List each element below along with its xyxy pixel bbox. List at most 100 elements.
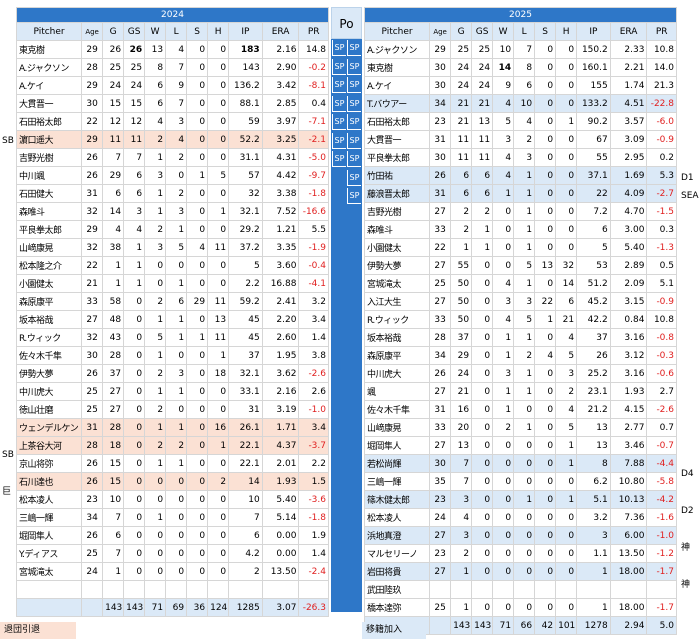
col-l: L: [513, 22, 536, 41]
holds-cell: 0: [207, 220, 230, 239]
pitching-runs-cell: -0.4: [298, 256, 329, 275]
sp-tag: SP: [332, 77, 346, 93]
innings-pitched-cell: 3.2: [576, 508, 611, 527]
age-cell: 29: [81, 220, 104, 239]
saves-cell: 0: [186, 400, 209, 419]
era-cell: 2.90: [261, 58, 300, 77]
games-started-cell: 1: [471, 238, 494, 257]
table-row: 坂本裕哉 27 48 0 1 1 0 13 45 2.20 3.4: [15, 310, 329, 329]
innings-pitched-cell: 37: [228, 346, 263, 365]
games-started-cell: 0: [123, 382, 146, 401]
era-cell: 18.00: [609, 598, 648, 617]
saves-cell: 0: [186, 364, 209, 383]
losses-cell: 0: [513, 544, 536, 563]
table-row: ウェンデルケン 31 28 0 1 1 0 16 26.1 1.71 3.4: [15, 418, 329, 437]
col-pitcher: Pitcher: [15, 22, 83, 41]
games-cell: 6: [450, 166, 473, 185]
wins-cell: 0: [144, 526, 167, 545]
col-age: Age: [81, 22, 104, 41]
saves-cell: 0: [534, 472, 557, 491]
col-ip: IP: [228, 22, 263, 41]
saves-cell: 0: [534, 184, 557, 203]
table-row: 宮城滝太 24 1 0 0 0 0 0 2 13.50 -2.4: [15, 562, 329, 581]
innings-pitched-cell: 57: [228, 166, 263, 185]
holds-cell: 0: [555, 94, 578, 113]
total-age-cell: [81, 598, 104, 617]
age-cell: 34: [81, 508, 104, 527]
wins-cell: 1: [492, 400, 515, 419]
games-started-cell: 0: [471, 598, 494, 617]
pitching-runs-cell: 1.4: [298, 544, 329, 563]
innings-pitched-cell: 13: [576, 418, 611, 437]
losses-cell: 0: [513, 562, 536, 581]
wins-cell: 4: [144, 112, 167, 131]
saves-cell: 0: [186, 310, 209, 329]
pitching-runs-cell: -1.7: [646, 562, 677, 581]
innings-pitched-cell: 26: [576, 346, 611, 365]
games-cell: 21: [450, 94, 473, 113]
innings-pitched-cell: 25.2: [576, 364, 611, 383]
age-cell: 23: [81, 490, 104, 509]
saves-cell: 0: [186, 472, 209, 491]
games-started-cell: 6: [471, 166, 494, 185]
pitcher-name-cell: 佐々木千隼: [15, 346, 83, 365]
holds-cell: 0: [555, 148, 578, 167]
games-cell: 7: [102, 508, 125, 527]
saves-cell: 4: [186, 238, 209, 257]
pitching-runs-cell: -0.8: [646, 328, 677, 347]
age-cell: 29: [429, 40, 452, 59]
sp-tag: SP: [347, 77, 361, 93]
games-started-cell: 0: [471, 472, 494, 491]
sp-tag: SP: [347, 169, 361, 186]
saves-cell: 0: [186, 346, 209, 365]
games-started-cell: 0: [471, 346, 494, 365]
wins-cell: 0: [144, 544, 167, 563]
holds-cell: 0: [555, 166, 578, 185]
pitching-runs-cell: -6.0: [646, 112, 677, 131]
innings-pitched-cell: 7: [228, 508, 263, 527]
pitching-runs-cell: -1.9: [298, 238, 329, 257]
innings-pitched-cell: 6: [228, 526, 263, 545]
pitcher-name-cell: 松本凌人: [363, 508, 431, 527]
saves-cell: 0: [534, 418, 557, 437]
position-column: Po SP SP SP SP SP SP SP SP SP SP SP SP SP SP SP SP: [331, 7, 362, 612]
era-cell: 3.19: [261, 400, 300, 419]
age-cell: 26: [81, 454, 104, 473]
holds-cell: 0: [555, 526, 578, 545]
games-started-cell: 0: [123, 346, 146, 365]
games-started-cell: 2: [471, 202, 494, 221]
games-cell: 4: [102, 220, 125, 239]
holds-cell: 0: [555, 76, 578, 95]
table-row: 平良拳太郎 29 4 4 2 1 0 0 29.2 1.21 5.5: [15, 220, 329, 239]
games-cell: 50: [450, 292, 473, 311]
pitching-table-2024: 2024 Pitcher Age G GS W L S H IP ERA PR …: [15, 7, 329, 617]
pitcher-name-cell: 東克樹: [15, 40, 83, 59]
games-cell: 58: [102, 292, 125, 311]
table-row: 東克樹 29 26 26 13 4 0 0 183 2.16 14.8: [15, 40, 329, 59]
holds-cell: 0: [555, 472, 578, 491]
games-cell: 1: [102, 562, 125, 581]
games-cell: 1: [102, 256, 125, 275]
pitching-runs-cell: 3.4: [298, 418, 329, 437]
holds-cell: 18: [207, 364, 230, 383]
holds-cell: 1: [555, 454, 578, 473]
pitching-runs-cell: 21.3: [646, 76, 677, 95]
table-row: 小園健太 21 1 1 0 1 0 0 2.2 16.88 -4.1: [15, 274, 329, 293]
games-cell: 28: [102, 418, 125, 437]
pitching-runs-cell: -1.3: [646, 238, 677, 257]
holds-cell: 0: [555, 220, 578, 239]
transfer-mark: 神: [681, 579, 691, 590]
pitcher-name-cell: A.ジャクソン: [363, 40, 431, 59]
pitcher-name-cell: A.ジャクソン: [15, 58, 83, 77]
losses-cell: 1: [165, 274, 188, 293]
games-started-cell: 0: [123, 562, 146, 581]
era-cell: 3.35: [261, 238, 300, 257]
losses-cell: 3: [165, 364, 188, 383]
pitcher-name-cell: Y.ディアス: [15, 544, 83, 563]
games-cell: 3: [450, 526, 473, 545]
pitching-runs-cell: 1.5: [298, 472, 329, 491]
games-started-cell: 0: [471, 508, 494, 527]
losses-cell: 0: [165, 400, 188, 419]
losses-cell: 0: [165, 526, 188, 545]
games-started-cell: 0: [123, 454, 146, 473]
